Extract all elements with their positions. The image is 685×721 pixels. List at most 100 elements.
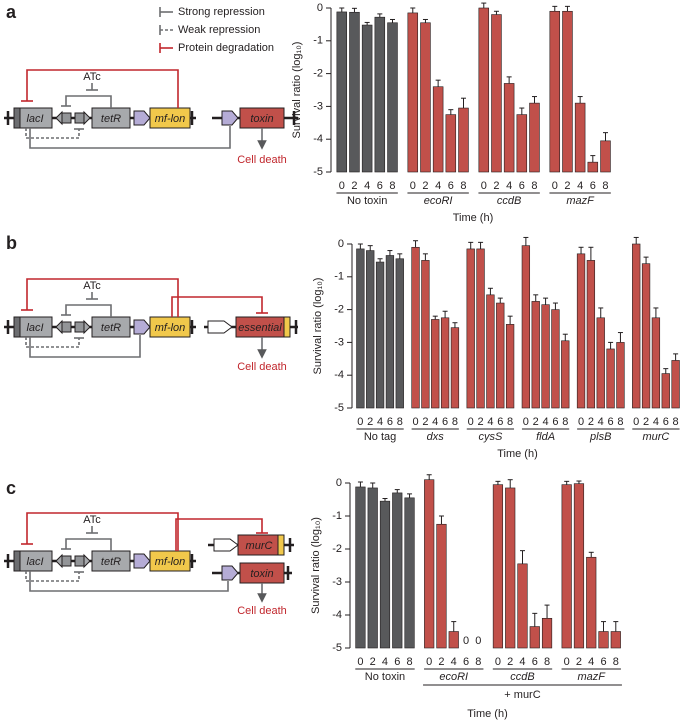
- x-tick-label: 2: [643, 416, 649, 428]
- x-tick-label: 2: [588, 416, 594, 428]
- bar: [387, 22, 398, 173]
- x-tick-label: 6: [442, 416, 448, 428]
- inducer: ATc: [83, 71, 101, 83]
- x-tick-label: 6: [387, 416, 393, 428]
- note: + murC: [504, 689, 540, 701]
- gene-label: toxin: [250, 113, 273, 125]
- bar: [486, 294, 495, 409]
- bar: [440, 317, 450, 409]
- gene-label: tetR: [101, 556, 121, 568]
- bar: [549, 10, 561, 173]
- bar: [421, 260, 430, 409]
- gene-label: murC: [246, 540, 273, 552]
- x-tick-label: 0: [564, 656, 570, 668]
- x-tick-label: 8: [673, 416, 679, 428]
- bar: [385, 255, 395, 409]
- y-tick-label: -5: [332, 642, 342, 654]
- y-tick-label: -5: [313, 166, 323, 178]
- x-tick-label: 0: [633, 416, 639, 428]
- x-tick-label: 2: [493, 180, 499, 192]
- gene-label: toxin: [250, 568, 273, 580]
- group-label: cysS: [478, 431, 503, 443]
- y-tick-label: 0: [317, 2, 323, 14]
- bar: [531, 301, 540, 409]
- gene-label: mf-lon: [155, 322, 186, 334]
- outcome: Cell death: [237, 361, 287, 373]
- bar: [478, 7, 490, 173]
- x-tick-label: 6: [532, 656, 538, 668]
- bar: [431, 319, 440, 409]
- x-tick-label: 0: [495, 656, 501, 668]
- y-tick-label: -1: [332, 510, 342, 522]
- gene-label: tetR: [101, 322, 121, 334]
- y-tick-label: 0: [338, 238, 344, 250]
- y-tick-label: -3: [334, 336, 344, 348]
- x-tick-label: 4: [577, 180, 583, 192]
- x-tick-label: 6: [552, 416, 558, 428]
- x-tick-label: 2: [438, 656, 444, 668]
- diagram-a: a Strong repression Weak repression Prot…: [2, 2, 298, 166]
- x-tick-label: 6: [497, 416, 503, 428]
- y-tick-label: -1: [313, 35, 323, 47]
- bar: [366, 250, 375, 409]
- x-tick-label: 4: [432, 416, 438, 428]
- x-axis-label: Time (h): [497, 448, 538, 460]
- gene-label: lacI: [26, 113, 43, 125]
- x-tick-label: 4: [487, 416, 493, 428]
- y-tick-label: -2: [334, 304, 344, 316]
- x-tick-label: 6: [590, 180, 596, 192]
- group-label: mazF: [566, 195, 595, 207]
- y-tick-label: -2: [332, 543, 342, 555]
- y-tick-label: -4: [334, 369, 344, 381]
- bar: [541, 617, 553, 649]
- x-tick-label: 4: [506, 180, 512, 192]
- diagram-c: c ATc lacI tetR mf-lon murC toxin Cell d…: [2, 478, 294, 617]
- bar: [573, 483, 585, 649]
- x-tick-label: 0: [481, 180, 487, 192]
- bar: [450, 327, 460, 409]
- x-tick-label: 8: [452, 416, 458, 428]
- bar: [356, 248, 365, 409]
- gene-label: lacI: [26, 322, 43, 334]
- x-tick-label: 8: [475, 656, 481, 668]
- x-tick-label: 4: [598, 416, 604, 428]
- bar: [491, 14, 502, 173]
- x-tick-label: 8: [613, 656, 619, 668]
- x-tick-label: 8: [617, 416, 623, 428]
- group-label: dxs: [427, 431, 445, 443]
- group-label: No toxin: [347, 195, 387, 207]
- bar: [586, 260, 596, 409]
- inducer: ATc: [83, 514, 101, 526]
- bar: [407, 12, 419, 173]
- x-tick-label: 0: [412, 416, 418, 428]
- group-label: murC: [642, 431, 669, 443]
- x-tick-label: 6: [463, 656, 469, 668]
- x-tick-label: 6: [448, 180, 454, 192]
- x-tick-label: 0: [552, 180, 558, 192]
- group-label: No tag: [364, 431, 396, 443]
- bar: [671, 360, 680, 409]
- bar: [379, 500, 391, 649]
- bar: [562, 10, 573, 173]
- x-tick-label: 6: [519, 180, 525, 192]
- bar: [606, 348, 615, 409]
- bar: [596, 317, 605, 409]
- x-tick-label: 4: [364, 180, 370, 192]
- bar: [505, 324, 515, 409]
- y-tick-label: -5: [334, 402, 344, 414]
- group-label: ecoRI: [424, 195, 453, 207]
- x-tick-label: 4: [588, 656, 594, 668]
- x-tick-label: 4: [377, 416, 383, 428]
- bar: [632, 243, 641, 409]
- bar: [641, 263, 651, 409]
- bar: [392, 492, 403, 649]
- y-tick-label: -4: [313, 133, 323, 145]
- x-tick-label: 2: [367, 416, 373, 428]
- legend-text: Strong repression: [178, 6, 265, 18]
- x-tick-label: 2: [477, 416, 483, 428]
- x-tick-label: 0: [410, 180, 416, 192]
- bar: [505, 487, 516, 649]
- group-label: mazF: [577, 671, 606, 683]
- bar: [561, 340, 570, 409]
- diagram-b: b ATc lacI tetR mf-lon essential Cell de…: [2, 233, 298, 373]
